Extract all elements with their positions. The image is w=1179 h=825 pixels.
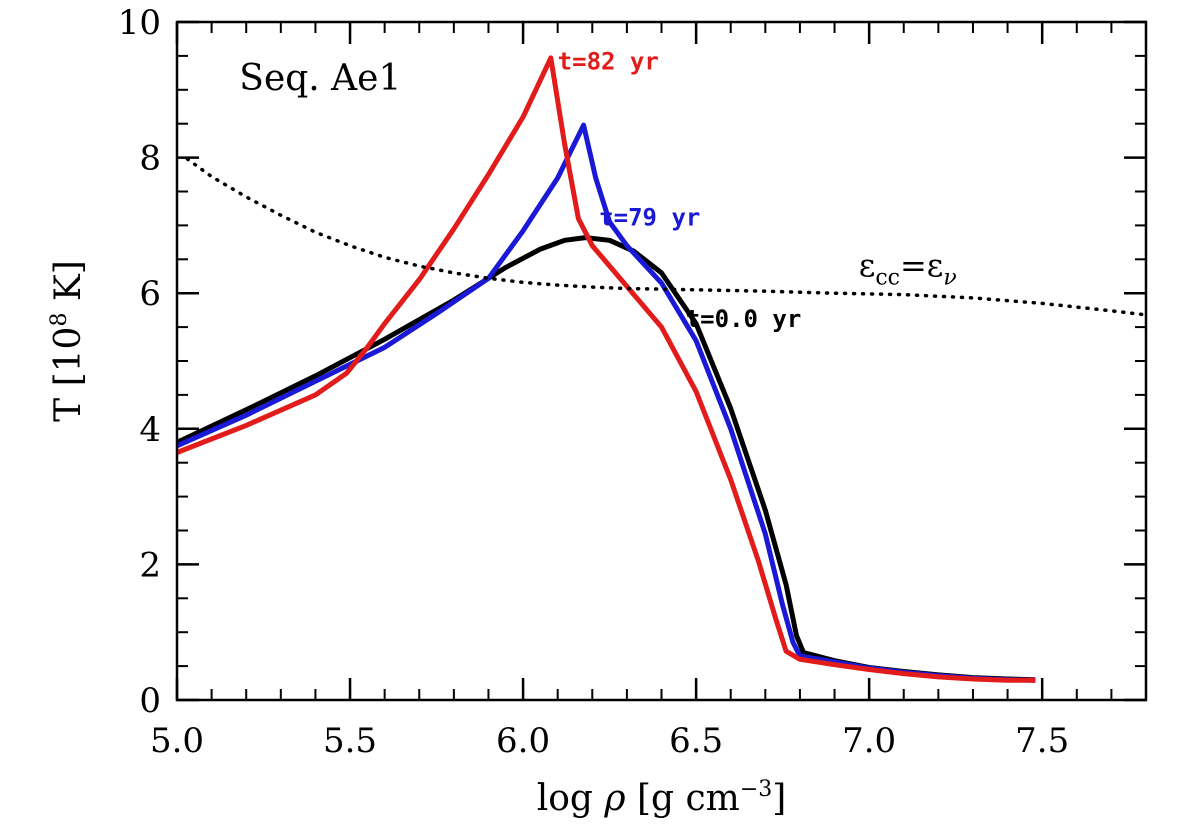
x-axis-label: log ρ [g cm−3]	[537, 777, 787, 819]
x-tick-label: 5.0	[150, 721, 204, 761]
tick-labels: 5.0 5.5 6.0 6.5 7.0 7.5 0 2 4 6 8 10	[118, 3, 1069, 761]
x-tick-label: 5.5	[323, 721, 377, 761]
plot-frame	[175, 20, 1148, 702]
series-annotation: t=79 yr	[599, 203, 700, 231]
panel-title: Seq. Ae1	[239, 58, 401, 99]
series-annotation: t=82 yr	[558, 47, 659, 75]
epsilon-equality-label: εcc=εν	[859, 246, 957, 290]
annotations: t=82 yr t=79 yr t=0.0 yr Seq. Ae1	[239, 47, 801, 333]
x-tick-label: 7.5	[1015, 721, 1069, 761]
series-annotation: t=0.0 yr	[686, 305, 802, 333]
y-tick-label: 6	[139, 274, 161, 314]
series-layer	[175, 55, 1148, 683]
x-tick-label: 6.5	[669, 721, 723, 761]
x-tick-label: 6.0	[496, 721, 550, 761]
series-line-3	[185, 157, 1148, 317]
y-tick-label: 4	[139, 410, 161, 450]
major-ticks	[175, 20, 1146, 702]
minor-ticks	[176, 21, 1147, 701]
series-line-2	[176, 55, 1036, 683]
y-tick-label: 8	[139, 139, 161, 179]
y-tick-label: 2	[139, 545, 161, 585]
y-tick-label: 10	[118, 3, 161, 43]
series-line-0	[175, 235, 1036, 683]
y-tick-label: 0	[139, 681, 161, 721]
y-axis-label: T [108 K]	[47, 260, 89, 422]
x-tick-label: 7.0	[842, 721, 896, 761]
